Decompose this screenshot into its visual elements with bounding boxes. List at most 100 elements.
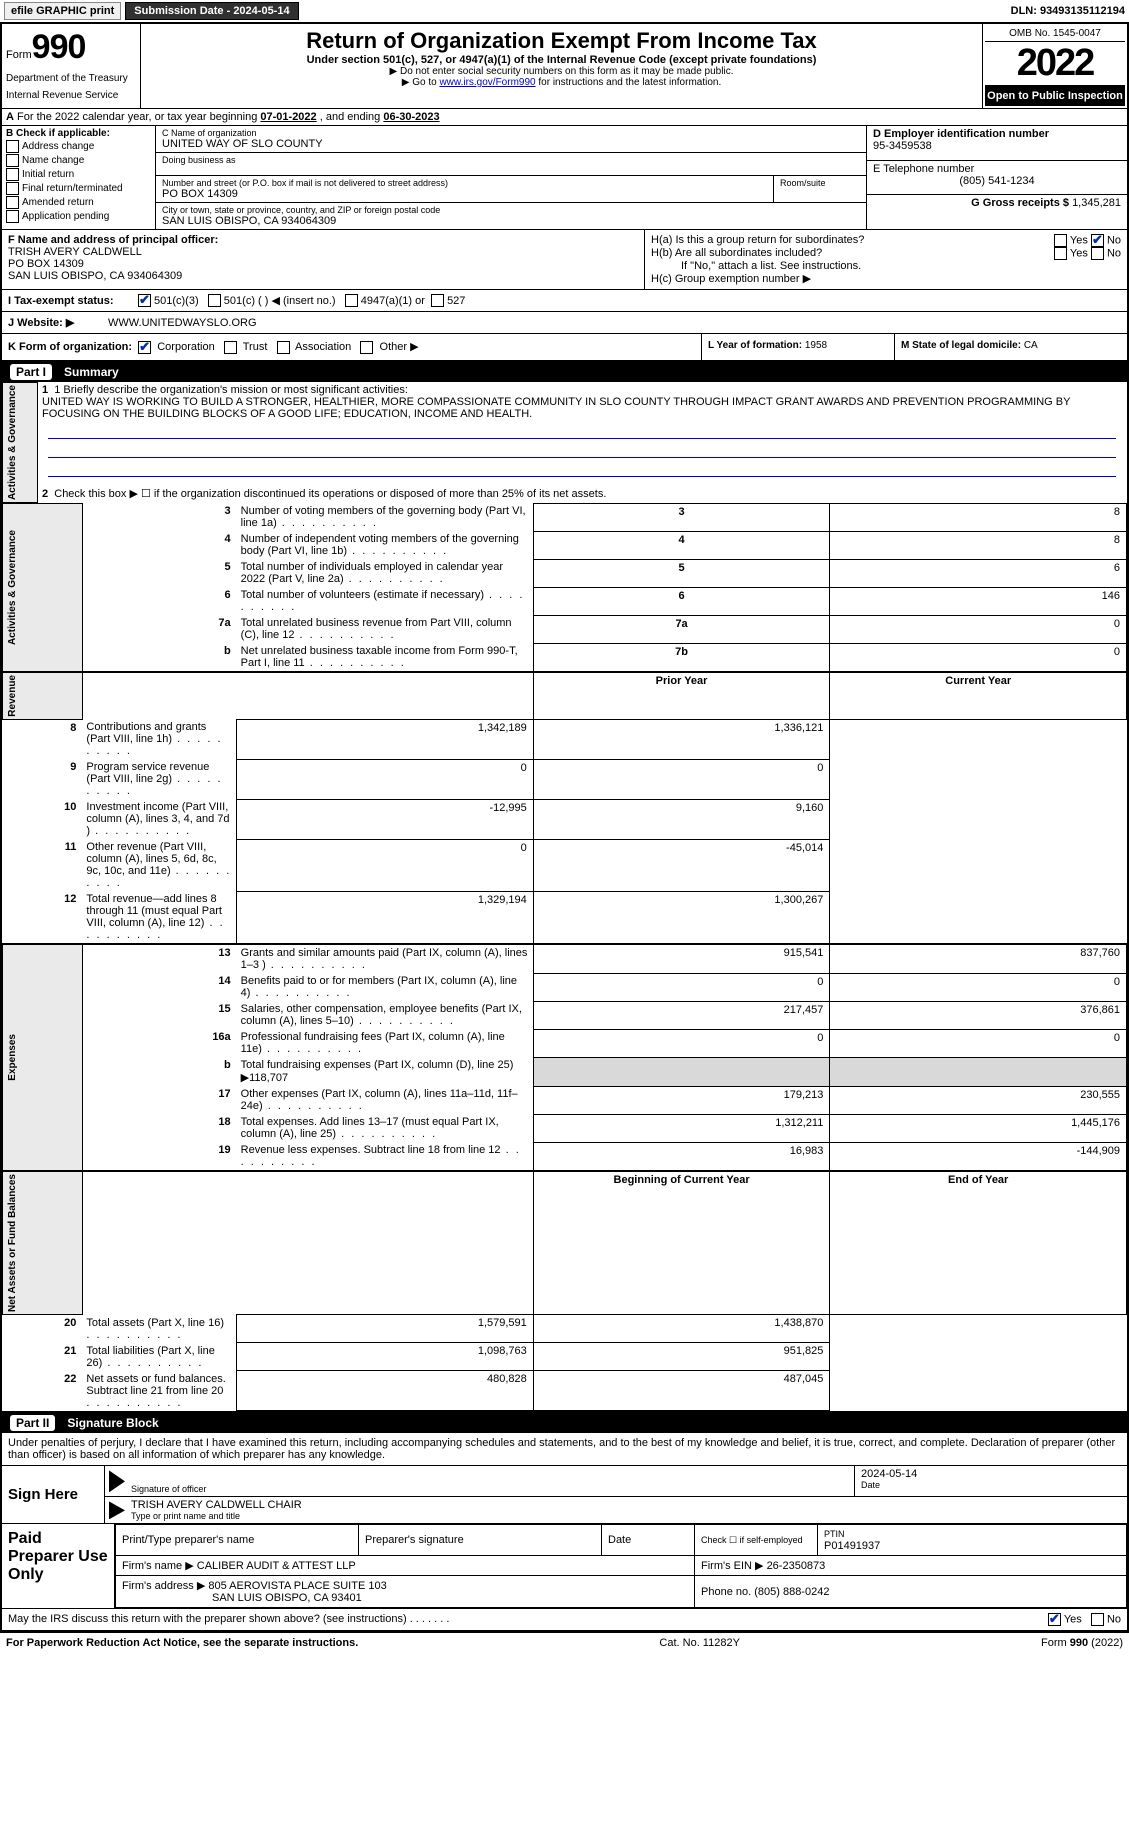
check-501c[interactable]: [208, 294, 221, 307]
linenum: 3: [82, 503, 236, 531]
check-527[interactable]: [431, 294, 444, 307]
side-2: Expenses: [7, 1034, 18, 1081]
linenum: 11: [3, 839, 83, 891]
note2-pre: ▶ Go to: [402, 77, 440, 88]
gross-label: G Gross receipts $: [971, 197, 1069, 209]
line-boxnum: 7b: [533, 643, 830, 672]
line-desc: Net assets or fund balances. Subtract li…: [82, 1371, 236, 1411]
linenum: 22: [3, 1371, 83, 1411]
summary-table: Activities & Governance 1 1 Briefly desc…: [2, 382, 1127, 503]
linenum: 10: [3, 799, 83, 839]
check-other[interactable]: [360, 341, 373, 354]
col-b-checkboxes: B Check if applicable: Address change Na…: [2, 126, 156, 229]
irs-link[interactable]: www.irs.gov/Form990: [439, 77, 535, 88]
line-desc: Other expenses (Part IX, column (A), lin…: [237, 1086, 534, 1114]
officer-name-title: TRISH AVERY CALDWELL CHAIR: [131, 1499, 1121, 1511]
phone-value: (805) 541-1234: [873, 175, 1121, 187]
submission-date-button[interactable]: Submission Date - 2024-05-14: [125, 2, 298, 20]
tax-status-label: I Tax-exempt status:: [8, 295, 138, 307]
opt-501c3: 501(c)(3): [154, 295, 199, 307]
hb-label: H(b) Are all subordinates included?: [651, 247, 822, 260]
linenum: b: [82, 643, 236, 672]
mission-text: UNITED WAY IS WORKING TO BUILD A STRONGE…: [42, 396, 1122, 420]
omb-number: OMB No. 1545-0047: [985, 26, 1125, 42]
row-a-mid: , and ending: [317, 111, 384, 123]
ha-yes[interactable]: [1054, 234, 1067, 247]
firm-name-cell: Firm's name ▶ CALIBER AUDIT & ATTEST LLP: [116, 1556, 695, 1576]
room-label: Room/suite: [780, 178, 860, 188]
phone-label: E Telephone number: [873, 163, 1121, 175]
form-prefix: Form: [6, 49, 32, 61]
col-c-org-info: C Name of organization UNITED WAY OF SLO…: [156, 126, 866, 229]
side-0: Activities & Governance: [7, 530, 18, 645]
line-desc: Grants and similar amounts paid (Part IX…: [237, 944, 534, 973]
org-name-label: C Name of organization: [162, 128, 860, 138]
check-corp[interactable]: [138, 341, 151, 354]
part-i-num: Part I: [10, 364, 52, 380]
check-application-pending[interactable]: Application pending: [6, 210, 151, 223]
line-desc: Total liabilities (Part X, line 26): [82, 1343, 236, 1371]
line-cur: 837,760: [830, 944, 1127, 973]
check-name-change[interactable]: Name change: [6, 154, 151, 167]
website-label: J Website: ▶: [8, 316, 108, 329]
dba-label: Doing business as: [162, 155, 860, 165]
officer-name: TRISH AVERY CALDWELL: [8, 246, 142, 258]
line-boxnum: 4: [533, 531, 830, 559]
note-link: ▶ Go to www.irs.gov/Form990 for instruct…: [149, 77, 974, 88]
line-grey: [830, 1057, 1127, 1086]
form-title: Return of Organization Exempt From Incom…: [149, 28, 974, 54]
note-ssn: ▶ Do not enter social security numbers o…: [149, 66, 974, 77]
ein-value: 95-3459538: [873, 140, 1121, 152]
prep-h2: Preparer's signature: [359, 1525, 602, 1556]
open-public-label: Open to Public Inspection: [985, 86, 1125, 106]
dln-label: DLN: 93493135112194: [1011, 5, 1125, 17]
check-address-change[interactable]: Address change: [6, 140, 151, 153]
footer-mid: Cat. No. 11282Y: [659, 1637, 740, 1649]
discuss-no[interactable]: [1091, 1613, 1104, 1626]
check-amended-return[interactable]: Amended return: [6, 196, 151, 209]
line-desc: Total assets (Part X, line 16): [82, 1315, 236, 1343]
linenum: 13: [82, 944, 236, 973]
check-trust[interactable]: [224, 341, 237, 354]
check-501c3[interactable]: [138, 294, 151, 307]
check-final-return[interactable]: Final return/terminated: [6, 182, 151, 195]
line-desc: Number of voting members of the governin…: [237, 503, 534, 531]
line-desc: Total number of volunteers (estimate if …: [237, 587, 534, 615]
linenum: 15: [82, 1001, 236, 1029]
line-prior: 1,342,189: [237, 719, 534, 759]
hb-no[interactable]: [1091, 247, 1104, 260]
year-begin: 07-01-2022: [260, 111, 316, 123]
discuss-yes[interactable]: [1048, 1613, 1061, 1626]
linenum: 8: [3, 719, 83, 759]
prep-h4: Check ☐ if self-employed: [695, 1525, 818, 1556]
line-val: 146: [830, 587, 1127, 615]
line-desc: Net unrelated business taxable income fr…: [237, 643, 534, 672]
line-cur: 1,438,870: [533, 1315, 830, 1343]
linenum: 5: [82, 559, 236, 587]
linenum: 19: [82, 1142, 236, 1171]
form-header: Form990 Department of the Treasury Inter…: [0, 22, 1129, 108]
dept-label: Department of the Treasury: [6, 73, 136, 84]
check-4947[interactable]: [345, 294, 358, 307]
line-cur: 0: [830, 973, 1127, 1001]
line-desc: Total unrelated business revenue from Pa…: [237, 615, 534, 643]
check-initial-return[interactable]: Initial return: [6, 168, 151, 181]
linenum: 14: [82, 973, 236, 1001]
line-cur: 0: [830, 1029, 1127, 1057]
line-boxnum: 5: [533, 559, 830, 587]
line-cur: 1,445,176: [830, 1114, 1127, 1142]
line-val: 8: [830, 503, 1127, 531]
discuss-row: May the IRS discuss this return with the…: [2, 1609, 1127, 1630]
col-b-header: B Check if applicable:: [6, 128, 110, 139]
officer-label: F Name and address of principal officer:: [8, 234, 218, 246]
footer-left: For Paperwork Reduction Act Notice, see …: [6, 1637, 358, 1649]
line2-text: Check this box ▶ ☐ if the organization d…: [54, 488, 606, 500]
line-prior: -12,995: [237, 799, 534, 839]
check-assoc[interactable]: [277, 341, 290, 354]
line-desc: Total expenses. Add lines 13–17 (must eq…: [237, 1114, 534, 1142]
ha-no[interactable]: [1091, 234, 1104, 247]
efile-label: efile GRAPHIC print: [4, 2, 121, 20]
hb-yes[interactable]: [1054, 247, 1067, 260]
sig-date: 2024-05-14: [861, 1468, 1121, 1480]
header-mid: Return of Organization Exempt From Incom…: [141, 24, 982, 108]
